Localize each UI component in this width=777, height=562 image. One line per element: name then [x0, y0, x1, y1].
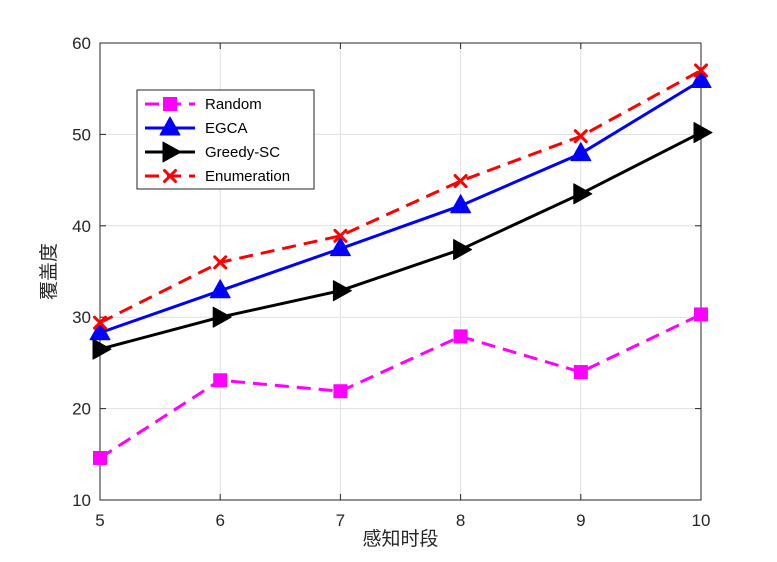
x-tick-label: 7 [336, 511, 345, 530]
legend-marker-egca [159, 116, 181, 136]
legend-label-greedy-sc: Greedy-SC [205, 144, 280, 161]
plot-frame [99, 42, 702, 501]
y-tick-label: 10 [72, 491, 91, 510]
point-enumeration-2 [333, 228, 348, 243]
point-egca-3 [450, 194, 472, 214]
x-axis-title: 感知时段 [362, 528, 438, 550]
x-tick-label: 9 [576, 511, 585, 530]
legend-marker-enumeration [163, 169, 177, 183]
series-line-egca [99, 79, 702, 335]
series-enumeration-group [93, 63, 708, 330]
y-tick-label: 20 [72, 400, 91, 419]
point-enumeration-5 [694, 63, 708, 78]
series-random-group [93, 307, 708, 465]
point-greedy-sc-3 [453, 239, 473, 261]
point-egca-4 [570, 142, 592, 162]
y-tick-label: 40 [72, 217, 91, 236]
point-egca-2 [329, 237, 351, 257]
legend: Random EGCA Greedy-SC Enumeration [136, 89, 315, 190]
series-line-enumeration [99, 69, 702, 325]
point-egca-5 [690, 68, 712, 88]
series-layer [89, 63, 713, 465]
point-enumeration-0 [93, 315, 107, 330]
point-random-1 [213, 373, 228, 388]
x-tick-label: 5 [95, 511, 104, 530]
point-greedy-sc-2 [332, 280, 352, 302]
series-egca-group [89, 68, 712, 341]
y-axis-title: 覆盖度 [38, 243, 60, 300]
legend-label-random: Random [205, 96, 262, 113]
point-greedy-sc-0 [92, 338, 112, 360]
point-random-5 [694, 307, 708, 322]
point-enumeration-4 [573, 129, 588, 144]
series-greedy-sc-group [92, 122, 713, 360]
y-tick-label: 30 [72, 308, 91, 327]
x-tick-label: 8 [456, 511, 465, 530]
series-line-random [99, 313, 702, 460]
point-greedy-sc-1 [212, 306, 232, 328]
legend-label-egca: EGCA [205, 120, 248, 137]
point-random-3 [453, 329, 468, 344]
legend-marker-random [163, 97, 177, 111]
point-egca-0 [89, 321, 111, 341]
y-tick-label: 50 [72, 125, 91, 144]
axis-ticks: 5 6 7 8 9 10 10 20 30 40 50 60 [72, 34, 710, 530]
point-random-4 [573, 365, 588, 380]
legend-label-enumeration: Enumeration [205, 168, 290, 185]
legend-marker-greedy-sc [162, 141, 182, 163]
point-enumeration-3 [453, 174, 468, 189]
point-random-0 [93, 450, 107, 465]
x-tick-label: 6 [215, 511, 224, 530]
y-tick-label: 60 [72, 34, 91, 53]
point-egca-1 [209, 279, 231, 299]
series-line-greedy-sc [99, 131, 702, 351]
x-tick-label: 10 [692, 511, 711, 530]
point-random-2 [333, 384, 348, 399]
point-greedy-sc-5 [693, 122, 713, 144]
point-greedy-sc-4 [573, 183, 593, 205]
point-enumeration-1 [213, 255, 228, 270]
